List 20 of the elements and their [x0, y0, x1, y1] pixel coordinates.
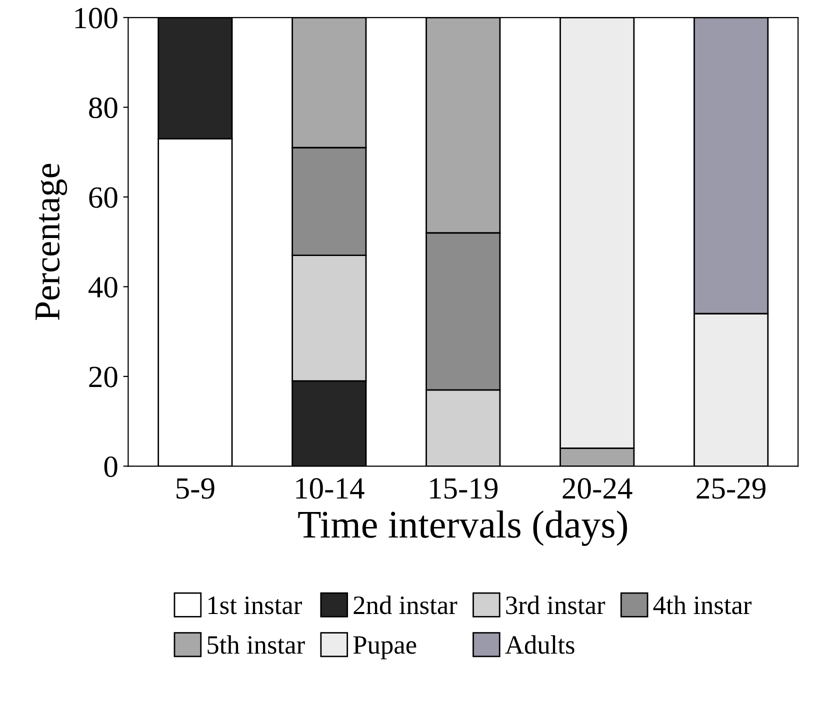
y-tick-label: 60: [89, 187, 118, 208]
x-tick-label: 20-24: [562, 478, 632, 499]
x-tick-label: 15-19: [430, 478, 498, 499]
x-tick-label: 5-9: [176, 478, 214, 499]
y-tick-label: 100: [75, 8, 118, 28]
y-tick-label: 0: [104, 456, 118, 478]
x-tick-label: 10-14: [296, 478, 364, 499]
legend-label: 4th instar: [653, 596, 752, 614]
y-tick-label: 20: [89, 366, 118, 388]
x-axis-title: Time intervals (days): [298, 510, 628, 546]
legend-label: 5th instar: [208, 635, 305, 654]
legend-label: 1st instar: [208, 596, 302, 614]
legend-label: Adults: [505, 635, 574, 654]
y-tick-label: 40: [88, 276, 118, 298]
legend-label: 3rd instar: [506, 596, 606, 614]
legend-label: 2nd instar: [354, 596, 458, 614]
x-tick-label: 25-29: [696, 478, 766, 499]
legend-label: Pupae: [353, 636, 416, 660]
y-tick-label: 80: [89, 98, 118, 118]
y-axis-title: Percentage: [36, 164, 68, 320]
